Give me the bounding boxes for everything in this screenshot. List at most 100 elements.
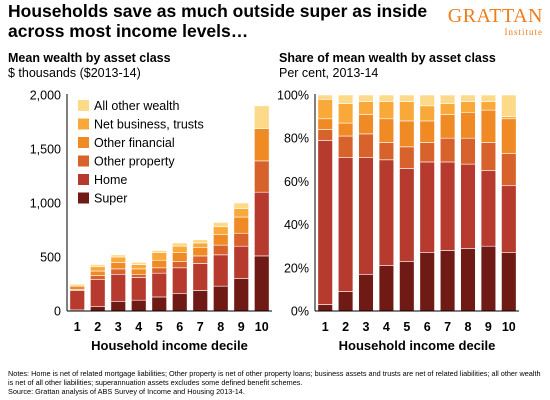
left-bar-super-2 xyxy=(90,306,106,312)
left-bar-other-financial-3 xyxy=(110,262,126,270)
left-bar-super-3 xyxy=(110,300,126,312)
right-bar-all-other-wealth-8 xyxy=(460,94,476,102)
left-bar-other-property-5 xyxy=(151,267,167,274)
right-y-tick-label: 40% xyxy=(284,218,309,232)
left-bar-home-8 xyxy=(213,254,229,287)
right-bar-other-property-6 xyxy=(419,142,435,163)
right-bar-all-other-wealth-5 xyxy=(399,94,415,102)
legend-swatch-other-property xyxy=(78,155,89,167)
left-bar-other-financial-10 xyxy=(254,128,270,162)
left-bar-other-property-10 xyxy=(254,160,270,193)
legend-swatch-net-business-trusts xyxy=(78,118,89,130)
logo-sub: Institute xyxy=(504,27,543,37)
left-x-tick-label: 4 xyxy=(135,320,142,334)
left-bar-net-business-trusts-5 xyxy=(151,252,167,261)
right-x-tick-label: 4 xyxy=(383,320,390,334)
left-y-tick-label: 1,000 xyxy=(30,197,61,211)
right-bar-other-property-4 xyxy=(378,142,395,161)
right-bar-net-business-trusts-3 xyxy=(358,101,374,115)
logo-name: GRATTAN xyxy=(447,5,543,27)
left-bar-other-financial-4 xyxy=(131,268,147,275)
left-bar-all-other-wealth-10 xyxy=(254,105,270,129)
right-y-tick-label: 0% xyxy=(291,305,309,319)
left-bar-super-9 xyxy=(233,278,249,312)
left-bar-home-4 xyxy=(131,277,147,301)
legend-swatch-all-other-wealth xyxy=(78,100,89,111)
left-bar-other-financial-9 xyxy=(233,216,249,234)
right-bar-all-other-wealth-6 xyxy=(419,94,435,107)
source-text: Source: Grattan analysis of ABS Survey o… xyxy=(8,386,245,396)
right-bar-net-business-trusts-4 xyxy=(378,101,395,120)
left-bar-other-property-3 xyxy=(110,268,126,275)
right-bar-home-2 xyxy=(337,157,354,292)
left-bar-home-6 xyxy=(172,267,188,295)
left-bar-net-business-trusts-2 xyxy=(90,266,106,272)
right-bar-super-4 xyxy=(378,265,395,312)
left-bar-other-financial-5 xyxy=(151,259,167,269)
left-bar-other-financial-6 xyxy=(172,252,188,262)
right-bar-home-7 xyxy=(439,161,456,251)
right-bar-net-business-trusts-10 xyxy=(501,116,517,120)
legend-label: Super xyxy=(94,192,127,206)
left-bar-super-6 xyxy=(172,293,188,312)
legend-label: Home xyxy=(94,173,127,187)
left-bar-other-financial-8 xyxy=(213,234,229,246)
right-chart-title: Share of mean wealth by asset class xyxy=(279,51,496,65)
right-bar-other-financial-9 xyxy=(480,109,497,143)
left-bar-other-property-7 xyxy=(192,255,208,264)
left-bar-home-3 xyxy=(110,273,126,302)
right-bar-other-financial-1 xyxy=(317,118,333,130)
headline: Households save as much outside super as… xyxy=(8,1,428,41)
right-bar-all-other-wealth-2 xyxy=(337,94,354,104)
right-bar-other-financial-7 xyxy=(439,114,456,139)
right-bar-home-8 xyxy=(460,163,476,249)
left-bar-super-5 xyxy=(151,296,167,312)
right-x-tick-label: 10 xyxy=(502,320,516,334)
left-chart-subtitle: $ thousands ($2013-14) xyxy=(8,66,141,80)
right-bar-other-property-8 xyxy=(460,137,476,165)
right-x-tick-label: 5 xyxy=(403,320,410,334)
right-bar-home-5 xyxy=(399,168,415,262)
left-bar-home-7 xyxy=(192,263,208,291)
right-x-axis-label: Household income decile xyxy=(339,338,496,353)
right-bar-net-business-trusts-1 xyxy=(317,99,333,120)
right-bar-home-1 xyxy=(317,140,333,305)
left-bar-all-other-wealth-6 xyxy=(172,242,188,247)
right-y-tick-label: 60% xyxy=(284,175,309,189)
right-bar-super-9 xyxy=(480,245,497,312)
right-bar-all-other-wealth-10 xyxy=(501,94,517,117)
right-x-tick-label: 8 xyxy=(465,320,472,334)
right-x-tick-label: 9 xyxy=(485,320,492,334)
left-x-tick-label: 10 xyxy=(255,320,269,334)
right-x-tick-label: 2 xyxy=(342,320,349,334)
left-x-tick-label: 2 xyxy=(94,320,101,334)
legend-swatch-super xyxy=(78,192,89,204)
left-bar-home-9 xyxy=(233,245,249,279)
right-bar-home-4 xyxy=(378,159,395,266)
left-bar-net-business-trusts-8 xyxy=(213,226,229,235)
right-bar-net-business-trusts-9 xyxy=(480,101,497,111)
right-y-tick-label: 100% xyxy=(277,89,309,103)
legend-label: All other wealth xyxy=(94,99,180,113)
left-x-tick-label: 5 xyxy=(156,320,163,334)
right-bar-super-7 xyxy=(439,250,456,312)
right-chart-subtitle: Per cent, 2013-14 xyxy=(279,66,379,80)
legend-swatch-other-financial xyxy=(78,137,89,148)
right-bar-other-financial-4 xyxy=(378,118,395,143)
legend-label: Other property xyxy=(94,155,175,169)
right-bar-home-6 xyxy=(419,161,435,253)
right-bar-other-property-3 xyxy=(358,133,374,158)
left-bar-super-10 xyxy=(254,255,270,312)
left-bar-all-other-wealth-5 xyxy=(151,250,167,253)
right-bar-super-3 xyxy=(358,273,374,312)
left-bar-all-other-wealth-2 xyxy=(90,264,106,268)
right-bar-home-9 xyxy=(480,170,497,247)
left-bar-net-business-trusts-4 xyxy=(131,264,147,270)
right-bar-all-other-wealth-3 xyxy=(358,94,374,102)
left-bar-other-property-9 xyxy=(233,232,249,247)
right-bar-net-business-trusts-5 xyxy=(399,101,415,122)
right-bar-other-property-1 xyxy=(317,129,333,141)
left-bar-other-financial-1 xyxy=(69,285,85,290)
right-bar-super-1 xyxy=(317,304,333,312)
left-bar-other-property-8 xyxy=(213,244,229,256)
